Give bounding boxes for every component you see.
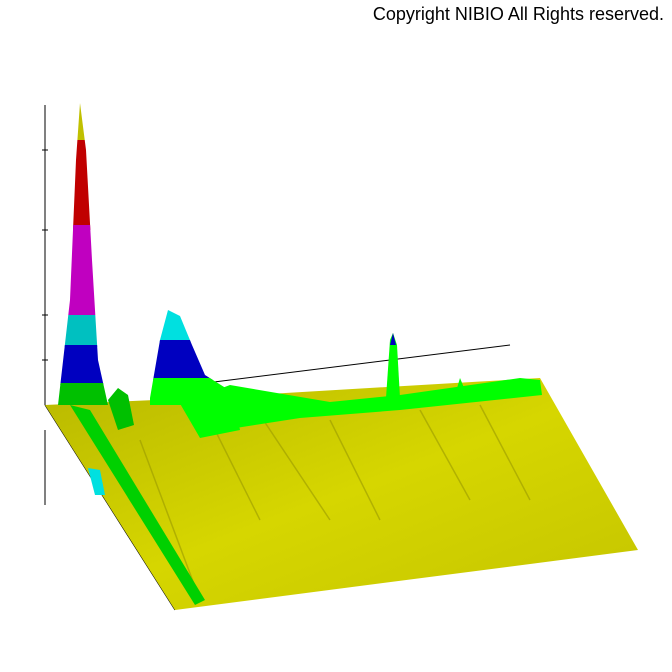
peak-2-base [175, 392, 240, 438]
ridge-front [70, 405, 205, 605]
peak-2 [150, 310, 232, 405]
cyan-spot [88, 468, 105, 495]
small-peak [386, 333, 400, 398]
surface-streaks [139, 404, 531, 601]
small-peak-2 [455, 378, 467, 395]
ridge-back [190, 378, 542, 432]
peak-1 [58, 103, 108, 405]
copyright: Copyright NIBIO All Rights reserved. [373, 4, 664, 24]
small-peak-top [390, 333, 396, 345]
surface-plane [45, 378, 638, 610]
shoulder-peak [108, 388, 134, 430]
